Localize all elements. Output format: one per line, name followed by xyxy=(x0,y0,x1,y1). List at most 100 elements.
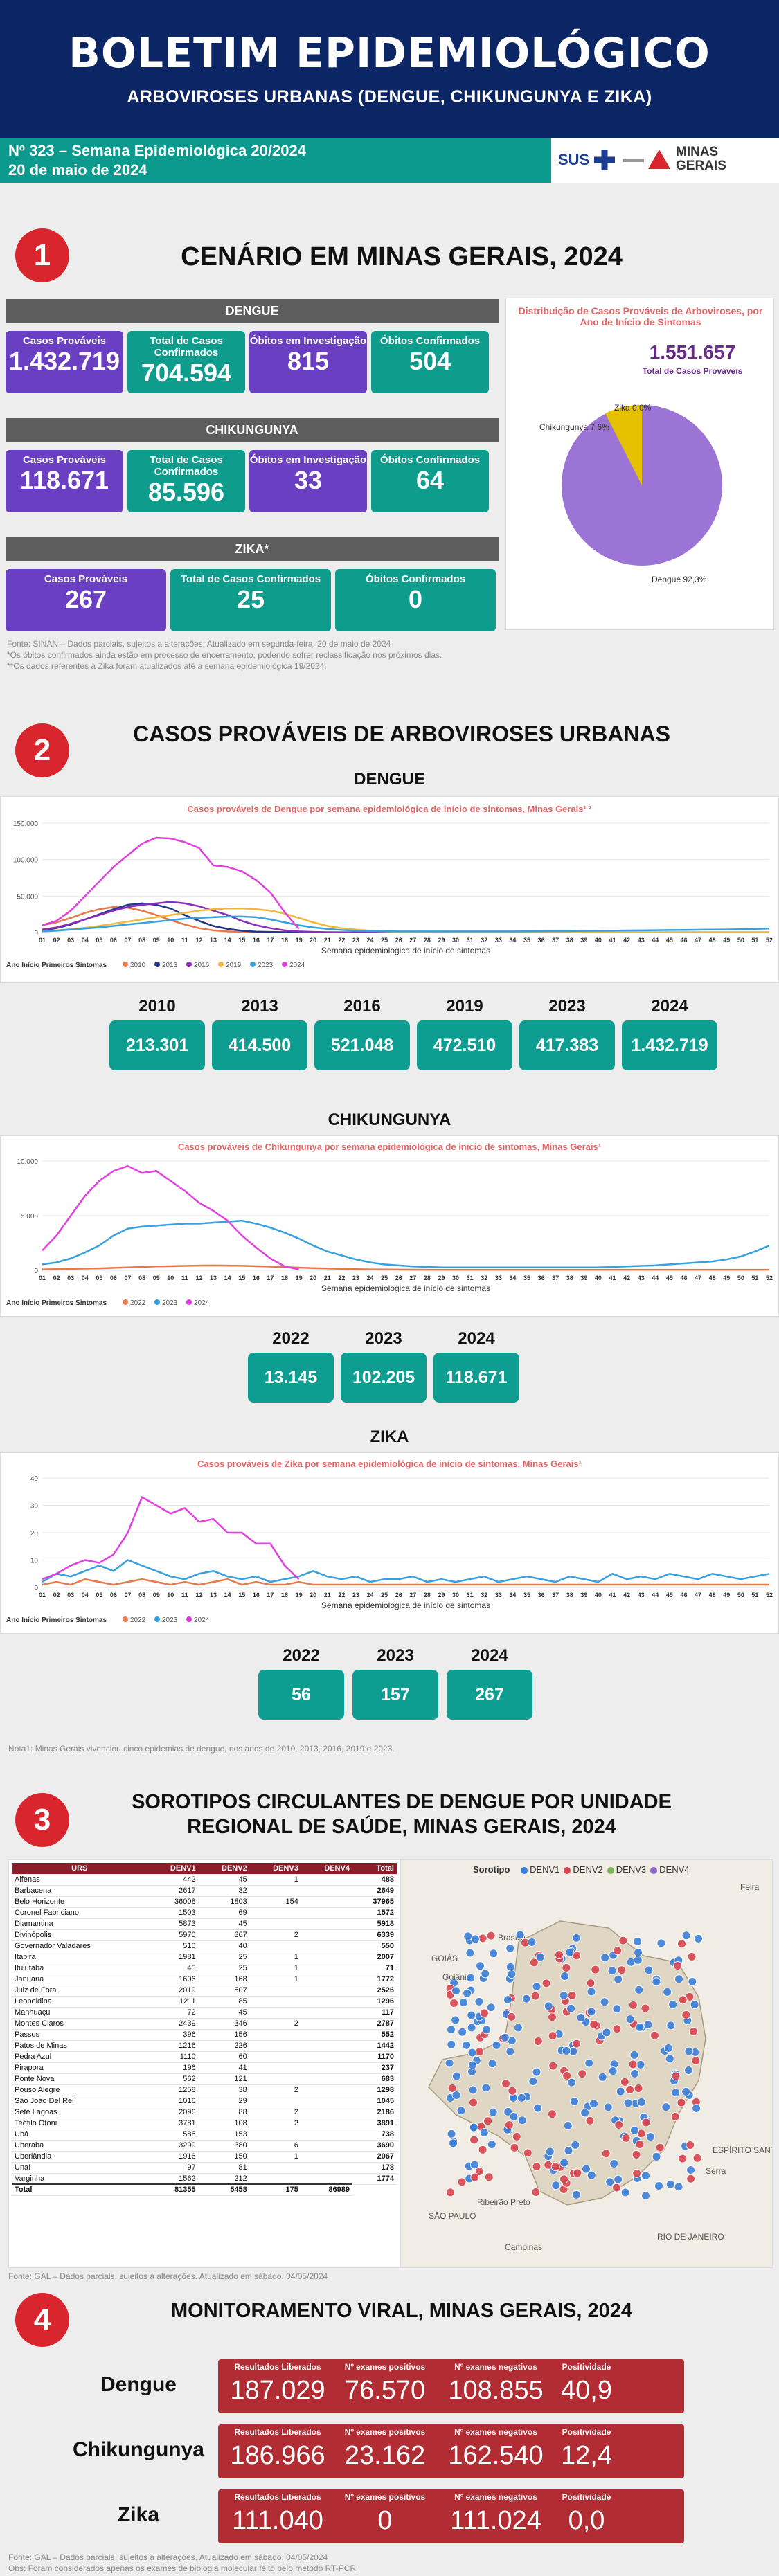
map-marker xyxy=(508,2086,517,2096)
x-tick-label: 20 xyxy=(310,1592,316,1598)
x-tick-label: 33 xyxy=(495,937,502,944)
table-cell: Divinópolis xyxy=(12,1929,147,1941)
table-cell: 2 xyxy=(249,2107,301,2118)
map-marker xyxy=(547,2109,557,2119)
legend-entry: 2010 xyxy=(130,962,146,969)
map-marker xyxy=(683,2065,693,2075)
table-cell: 5970 xyxy=(147,1929,199,1941)
zika-chart-title: Casos prováveis de Zika por semana epide… xyxy=(197,1459,582,1469)
map-marker xyxy=(688,2027,698,2037)
map-marker xyxy=(458,2027,467,2037)
monitor-value: 0 xyxy=(377,2506,393,2535)
table-cell xyxy=(301,2096,352,2107)
series-line-2019 xyxy=(42,907,769,933)
year-label: 2022 xyxy=(283,1646,320,1665)
table-row: Unaí 97 81 178 xyxy=(12,2162,397,2174)
map-marker xyxy=(620,2077,629,2087)
table-cell: Pouso Alegre xyxy=(12,2084,147,2096)
x-tick-label: 15 xyxy=(238,937,245,944)
x-tick-label: 05 xyxy=(96,937,102,944)
pie-slice-chikungunya xyxy=(605,404,642,485)
map-marker xyxy=(507,2012,517,2021)
table-cell xyxy=(249,2007,301,2019)
table-cell xyxy=(249,2051,301,2063)
map-marker xyxy=(686,2141,695,2150)
legend-marker xyxy=(123,962,128,967)
x-tick-label: 04 xyxy=(82,1592,89,1598)
table-cell: Total xyxy=(12,2183,147,2196)
year-value-card: 213.301 xyxy=(109,1020,205,1070)
table-cell: Diamantina xyxy=(12,1918,147,1930)
x-tick-label: 03 xyxy=(67,1275,74,1281)
table-header: Total xyxy=(352,1863,397,1874)
table-cell xyxy=(301,1929,352,1941)
map-marker xyxy=(661,2102,671,2112)
bulletin-info: Nº 323 – Semana Epidemiológica 20/2024 2… xyxy=(0,138,551,183)
x-tick-label: 03 xyxy=(67,1592,74,1598)
monitor-header: Resultados Liberados xyxy=(234,2492,321,2502)
x-tick-label: 12 xyxy=(195,1275,202,1281)
map-place-label: SÃO PAULO xyxy=(429,2211,476,2221)
monitor-header: Nº exames positivos xyxy=(344,2427,426,2437)
x-tick-label: 09 xyxy=(153,1275,160,1281)
map-marker xyxy=(481,1969,490,1979)
table-cell xyxy=(249,2040,301,2052)
x-tick-label: 42 xyxy=(623,1275,630,1281)
map-marker xyxy=(541,1979,551,1988)
map-marker xyxy=(548,2031,557,2041)
map-marker xyxy=(562,2071,572,2081)
dengue-line-chart: 0 50.000 100.000 150.000 01 02 03 04 05 06 07 08 09 1… xyxy=(6,820,773,969)
note-line: Fonte: SINAN – Dados parciais, sujeitos … xyxy=(7,639,391,649)
map-marker xyxy=(630,2069,640,2078)
x-tick-label: 30 xyxy=(452,1592,459,1598)
source-line: Fonte: GAL – Dados parciais, sujeitos a … xyxy=(8,2552,328,2562)
x-tick-label: 13 xyxy=(210,937,217,944)
year-label: 2019 xyxy=(446,997,483,1016)
x-tick-label: 37 xyxy=(552,1275,559,1281)
series-line-2023 xyxy=(42,1559,770,1583)
map-marker xyxy=(503,1995,512,2005)
table-cell: 1503 xyxy=(147,1907,199,1919)
summary-card-value: 85.596 xyxy=(147,478,225,506)
map-marker xyxy=(671,2071,681,2081)
x-tick-label: 44 xyxy=(652,937,659,944)
map-marker xyxy=(505,1943,515,1953)
map-marker xyxy=(613,1946,623,1956)
x-tick-label: 03 xyxy=(67,937,74,944)
x-tick-label: 35 xyxy=(523,937,530,944)
table-cell: 585 xyxy=(147,2129,199,2141)
summary-card: Óbitos Confirmados 64 xyxy=(371,450,489,512)
map-marker xyxy=(447,2083,457,2093)
legend-marker xyxy=(186,1616,192,1622)
table-cell: 2649 xyxy=(352,1885,397,1897)
year-value-card: 13.145 xyxy=(248,1353,334,1403)
table-cell: 72 xyxy=(147,2007,199,2019)
section2-title: CASOS PROVÁVEIS DE ARBOVIROSES URBANAS xyxy=(133,721,670,746)
table-cell: 38 xyxy=(198,2084,250,2096)
map-marker xyxy=(600,1997,609,2007)
x-tick-label: 51 xyxy=(751,1592,758,1598)
map-marker xyxy=(663,1987,672,1997)
table-cell: Barbacena xyxy=(12,1885,147,1897)
map-marker xyxy=(634,1985,644,1994)
map-marker xyxy=(505,2046,515,2056)
map-place-label: ESPÍRITO SANTO xyxy=(713,2145,773,2155)
map-marker xyxy=(691,2056,701,2066)
x-tick-label: 33 xyxy=(495,1275,502,1281)
table-cell: 153 xyxy=(198,2129,250,2141)
zika-line-chart: 0 10 20 30 40 01 02 03 04 05 06 07 08 09 10 11 12 13 14 15 1… xyxy=(6,1475,773,1624)
header-banner: BOLETIM EPIDEMIOLÓGICO ARBOVIROSES URBAN… xyxy=(0,0,779,138)
map-marker xyxy=(479,2008,489,2018)
table-cell xyxy=(301,1952,352,1963)
sus-cross-icon xyxy=(594,150,615,170)
x-tick-label: 11 xyxy=(181,1275,188,1281)
x-tick-label: 31 xyxy=(467,1275,474,1281)
mg-logo-line2: GERAIS xyxy=(676,159,726,173)
map-marker xyxy=(467,2060,477,2070)
map-marker xyxy=(532,2162,541,2172)
map-marker xyxy=(572,1933,582,1943)
table-row: São João Del Rei 1016 29 1045 xyxy=(12,2096,397,2107)
map-marker xyxy=(489,1949,499,1958)
map-marker xyxy=(510,2143,519,2152)
map-marker xyxy=(587,2007,596,2017)
